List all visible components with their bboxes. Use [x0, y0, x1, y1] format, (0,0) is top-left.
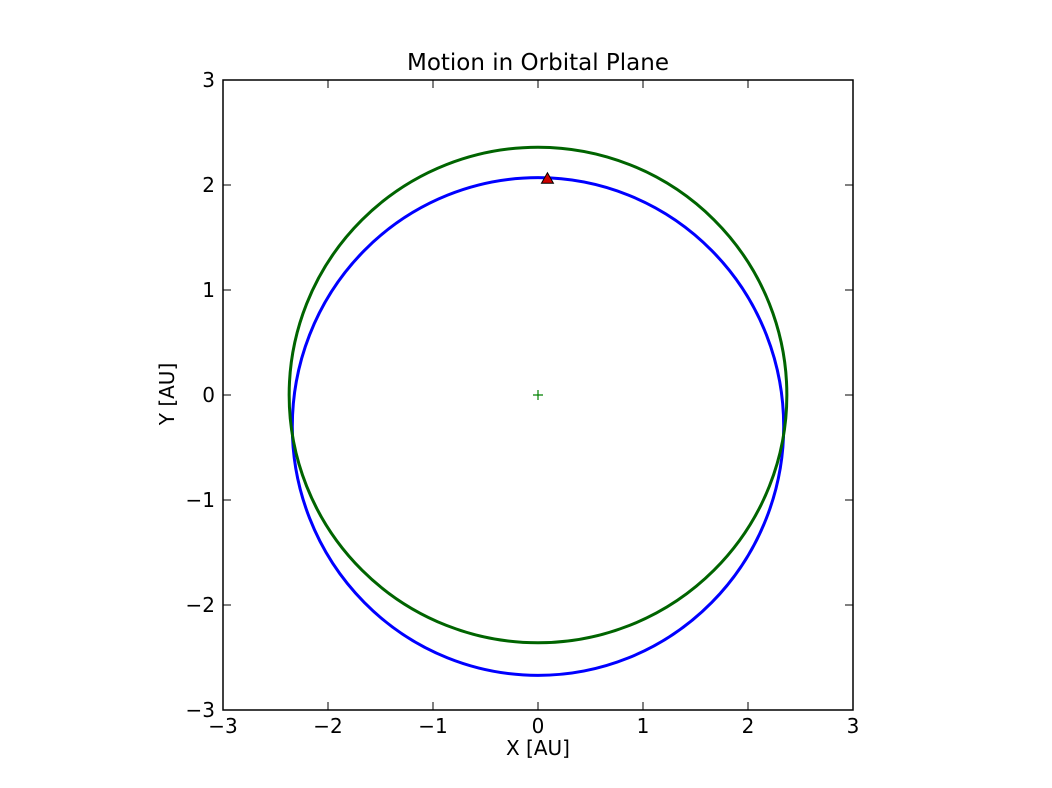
- y-tick-label: −2: [186, 593, 215, 617]
- x-axis-label: X [AU]: [506, 736, 570, 760]
- focus-marker-plus: [533, 390, 543, 400]
- y-tick-label: 3: [202, 68, 215, 92]
- x-tick-label: −3: [208, 714, 237, 738]
- y-tick-label: 1: [202, 278, 215, 302]
- y-tick-label: −3: [186, 698, 215, 722]
- chart-title: Motion in Orbital Plane: [407, 50, 669, 76]
- plot-area: −3 −2 −1 0 1 2 3 −3 −2 −1 0 1 2 3: [186, 68, 860, 738]
- orbit-curve-2: [287, 145, 789, 645]
- x-tick-label: 1: [637, 714, 650, 738]
- x-tick-label: 0: [532, 714, 545, 738]
- y-tick-label: −1: [186, 488, 215, 512]
- position-marker-triangle: [540, 171, 555, 184]
- y-axis-label: Y [AU]: [155, 363, 179, 427]
- y-tick-label: 0: [202, 383, 215, 407]
- x-tick-label: 3: [847, 714, 860, 738]
- y-tick-label: 2: [202, 173, 215, 197]
- x-tick-label: −2: [313, 714, 342, 738]
- x-tick-label: −1: [418, 714, 447, 738]
- x-tick-label: 2: [742, 714, 755, 738]
